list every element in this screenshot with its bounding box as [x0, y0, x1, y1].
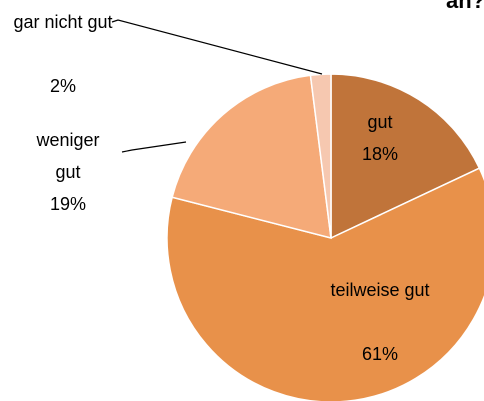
- slice-value-label: 2%: [49, 76, 76, 96]
- pie-slice: [171, 74, 332, 240]
- pie-slice: [309, 73, 332, 239]
- pie-slice: [166, 167, 484, 401]
- slice-label: teilweise gut: [330, 280, 430, 300]
- slice-label: gut: [367, 112, 393, 132]
- slice-value-label: 19%: [49, 194, 87, 214]
- leader-line: [111, 19, 323, 75]
- leader-line: [121, 141, 187, 153]
- pie-slice: [330, 73, 481, 240]
- chart-title: an?: [446, 0, 484, 13]
- slice-value-label: 61%: [361, 344, 399, 364]
- slice-label: weniger gut: [36, 130, 100, 182]
- slice-value-label: 18%: [361, 144, 399, 164]
- slice-label: gar nicht gut: [13, 12, 113, 32]
